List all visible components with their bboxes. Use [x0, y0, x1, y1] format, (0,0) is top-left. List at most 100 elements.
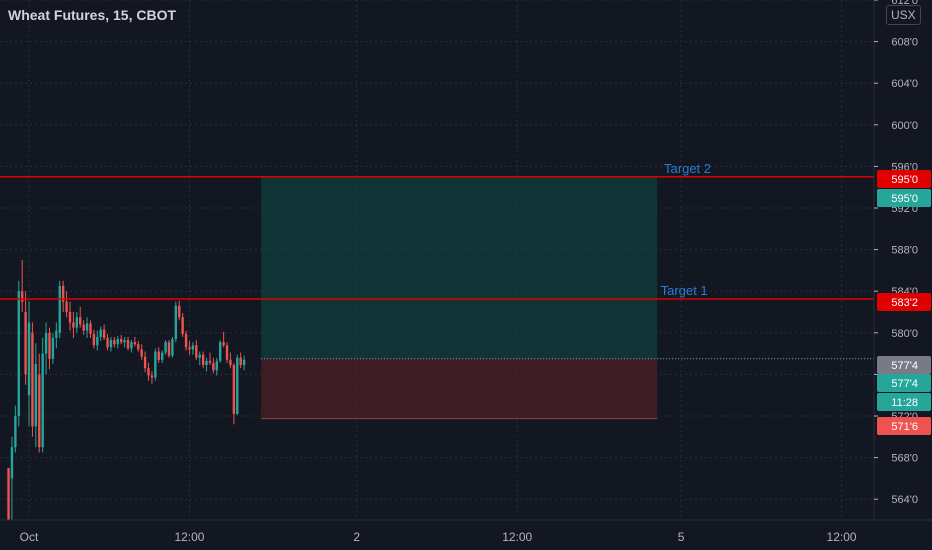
candle-body — [133, 342, 137, 345]
candle-body — [188, 347, 191, 350]
candle-body — [191, 345, 195, 350]
candle-body — [58, 286, 61, 333]
time-tick-label: 2 — [353, 530, 360, 544]
candle-body — [99, 329, 102, 337]
candle-body — [181, 317, 184, 334]
price-tick-label: 564'0 — [891, 494, 918, 506]
time-tick-label: 5 — [678, 530, 685, 544]
candle-body — [160, 352, 164, 360]
price-labels: 595'0 595'0 583'2 577'4 577'4 11:28 571'6 — [877, 170, 931, 435]
candle-body — [89, 323, 92, 334]
candle-body — [102, 329, 106, 338]
candle-body — [239, 357, 242, 366]
candle-body — [31, 332, 34, 427]
chart-grid — [0, 0, 874, 520]
time-tick-label: 12:00 — [502, 530, 532, 544]
price-label-badge — [877, 356, 931, 374]
candle-body — [174, 305, 178, 340]
candle-body — [184, 333, 188, 348]
candle-body — [38, 374, 41, 448]
candle-body — [85, 323, 89, 331]
time-tick-label: 12:00 — [827, 530, 857, 544]
target-label[interactable]: Target 2 — [664, 161, 711, 176]
candle-body — [201, 354, 205, 366]
candle-body — [7, 468, 10, 520]
currency-unit-badge[interactable]: USX — [886, 5, 921, 25]
price-label-text: 577'4 — [891, 360, 918, 372]
candle-body — [79, 317, 82, 325]
candle-body — [178, 305, 181, 318]
candle-body — [55, 330, 58, 338]
candle-body — [106, 338, 109, 348]
price-tick-label: 600'0 — [891, 120, 918, 132]
candlestick-series — [7, 260, 246, 520]
candle-body — [225, 345, 229, 360]
loss-zone[interactable] — [261, 358, 658, 419]
candle-body — [171, 339, 174, 356]
candle-body — [242, 359, 246, 366]
chart-title: Wheat Futures, 15, CBOT — [8, 7, 177, 23]
candle-body — [205, 360, 208, 366]
candle-body — [164, 342, 167, 353]
candle-body — [212, 362, 215, 371]
candle-body — [140, 349, 143, 357]
price-label-text: 595'0 — [891, 174, 918, 186]
price-axis[interactable]: 564'0568'0572'0576'0580'0584'0588'0592'0… — [873, 0, 932, 550]
price-label-text: 595'0 — [891, 193, 918, 205]
candle-body — [229, 359, 232, 366]
candle-body — [10, 447, 14, 479]
candle-body — [44, 332, 48, 354]
candle-body — [167, 342, 171, 356]
candle-body — [34, 364, 38, 427]
price-tick-label: 604'0 — [891, 78, 918, 90]
reference-lines[interactable] — [0, 176, 874, 300]
target-label[interactable]: Target 1 — [661, 283, 708, 298]
candle-body — [92, 333, 96, 346]
profit-zone[interactable] — [261, 176, 658, 359]
price-tick-label: 608'0 — [891, 37, 918, 49]
position-zones[interactable] — [261, 176, 874, 420]
time-axis-background — [0, 520, 932, 550]
candle-body — [195, 345, 198, 358]
price-tick-label: 612'0 — [891, 0, 918, 7]
price-axis-background — [874, 0, 932, 550]
price-label-badge — [877, 170, 931, 188]
time-tick-label: Oct — [20, 530, 39, 544]
candle-body — [14, 416, 17, 448]
candle-body — [137, 344, 140, 350]
candle-body — [150, 375, 154, 378]
price-label-badge — [877, 293, 931, 311]
price-label-badge — [877, 374, 931, 392]
candle-body — [147, 368, 150, 376]
candle-body — [27, 322, 31, 396]
candle-body — [236, 357, 239, 414]
price-label-badge — [877, 393, 931, 411]
price-label-text: 577'4 — [891, 378, 918, 390]
candle-body — [20, 291, 24, 302]
candle-body — [198, 354, 201, 358]
price-label-text: 583'2 — [891, 297, 918, 309]
candle-body — [41, 353, 44, 448]
candle-body — [208, 360, 212, 363]
candle-body — [65, 301, 68, 312]
time-tick-label: 12:00 — [174, 530, 204, 544]
candle-body — [120, 339, 123, 343]
price-label-badge — [877, 189, 931, 207]
candle-body — [82, 324, 85, 331]
candle-body — [215, 360, 218, 371]
candle-body — [96, 336, 99, 346]
price-label-badge — [877, 417, 931, 435]
candle-body — [109, 340, 113, 348]
candle-body — [222, 342, 225, 346]
candle-body — [24, 312, 27, 375]
price-label-text: 571'6 — [891, 421, 918, 433]
price-tick-label: 580'0 — [891, 328, 918, 340]
candle-body — [123, 340, 126, 343]
target-annotations[interactable]: Target 2 Target 1 — [661, 161, 711, 298]
time-axis[interactable]: Oct 12:00 2 12:00 5 12:00 — [0, 519, 932, 550]
price-tick-label: 568'0 — [891, 453, 918, 465]
candle-body — [61, 286, 65, 302]
candle-body — [116, 339, 119, 345]
candle-body — [17, 291, 20, 416]
